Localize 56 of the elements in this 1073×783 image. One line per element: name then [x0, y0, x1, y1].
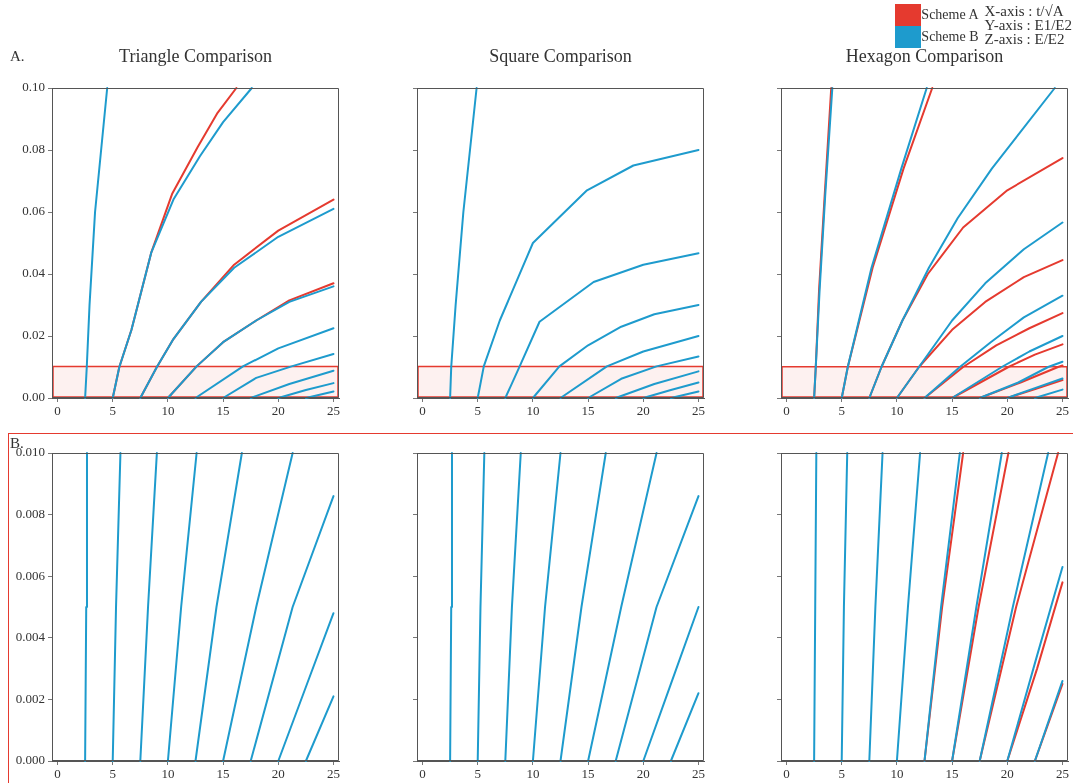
- chart-title: Triangle Comparison: [118, 46, 273, 67]
- legend-label: Scheme B: [921, 29, 979, 45]
- x-tick-label: 25: [326, 766, 340, 782]
- x-tick-label: 20: [271, 766, 285, 782]
- y-tick-label: 0.002: [15, 690, 45, 706]
- x-tick-label: 5: [109, 403, 116, 419]
- y-tick-label: 0.08: [22, 141, 45, 157]
- x-tick-label: 10: [890, 766, 904, 782]
- x-tick-label: 0: [54, 403, 61, 419]
- text: Z-axis : E/E2: [984, 31, 1066, 47]
- y-tick-label: 0.10: [22, 79, 45, 95]
- x-tick-label: 10: [526, 766, 540, 782]
- y-tick-label: 0.06: [22, 203, 46, 219]
- x-tick-label: 5: [109, 766, 116, 782]
- x-tick-label: 20: [1000, 766, 1014, 782]
- y-tick-label: 0.02: [22, 327, 45, 343]
- x-tick-label: 15: [945, 766, 959, 782]
- x-tick-label: 5: [838, 766, 845, 782]
- x-tick-label: 10: [526, 403, 540, 419]
- x-tick-label: 10: [890, 403, 904, 419]
- text: X-axis : t/√A: [984, 3, 1065, 19]
- y-tick-label: 0.004: [15, 629, 46, 645]
- x-tick-label: 25: [691, 403, 705, 419]
- x-tick-label: 5: [838, 403, 845, 419]
- x-tick-label: 0: [54, 766, 61, 782]
- x-tick-label: 15: [216, 403, 230, 419]
- y-tick-label: 0.04: [22, 265, 46, 281]
- y-tick-label: 0.006: [15, 567, 46, 583]
- y-tick-label: 0.008: [15, 506, 45, 522]
- x-tick-label: 0: [419, 403, 426, 419]
- x-tick-label: 25: [1055, 766, 1069, 782]
- chart-title: Square Comparison: [488, 46, 633, 67]
- x-tick-label: 20: [271, 403, 285, 419]
- x-tick-label: 10: [161, 403, 175, 419]
- x-tick-label: 0: [783, 766, 790, 782]
- y-tick-label: 0.000: [15, 752, 45, 768]
- x-tick-label: 25: [326, 403, 340, 419]
- x-tick-label: 20: [1000, 403, 1014, 419]
- x-tick-label: 10: [161, 766, 175, 782]
- x-tick-label: 20: [636, 766, 650, 782]
- y-tick-label: 0.00: [22, 389, 45, 405]
- x-tick-label: 25: [1055, 403, 1069, 419]
- x-tick-label: 15: [945, 403, 959, 419]
- x-tick-label: 5: [474, 403, 481, 419]
- x-tick-label: 15: [581, 766, 595, 782]
- x-tick-label: 25: [691, 766, 705, 782]
- x-tick-label: 15: [581, 403, 595, 419]
- text: Y-axis : E1/E2: [984, 17, 1072, 33]
- x-tick-label: 0: [419, 766, 426, 782]
- x-tick-label: 15: [216, 766, 230, 782]
- x-tick-label: 0: [783, 403, 790, 419]
- text: A.: [10, 48, 25, 65]
- x-tick-label: 20: [636, 403, 650, 419]
- x-tick-label: 5: [474, 766, 481, 782]
- legend-label: Scheme A: [921, 7, 979, 23]
- chart-title: Hexagon Comparison: [844, 46, 1005, 67]
